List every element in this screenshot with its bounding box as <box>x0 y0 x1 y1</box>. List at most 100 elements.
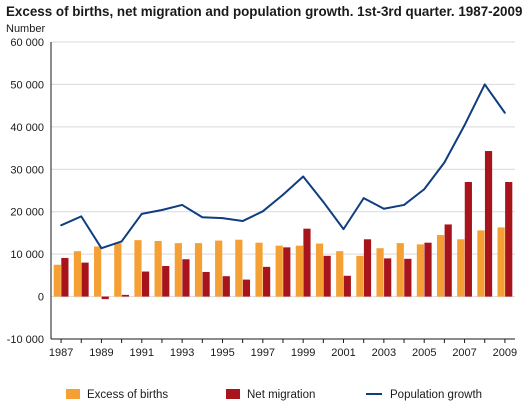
bar-net-migration-2006 <box>444 224 452 297</box>
bar-excess-of-births-1997 <box>255 242 263 297</box>
bar-net-migration-1988 <box>81 262 89 297</box>
point-population-growth-2001 <box>342 228 345 231</box>
y-axis-label: Number <box>6 23 45 35</box>
bar-excess-of-births-1993 <box>174 243 182 297</box>
y-tick-label: -10 000 <box>7 334 44 346</box>
point-population-growth-1988 <box>80 215 83 218</box>
bar-excess-of-births-2004 <box>396 243 404 297</box>
point-population-growth-1991 <box>140 212 143 215</box>
x-tick-label: 2003 <box>372 347 396 359</box>
bar-net-migration-1989 <box>101 296 109 300</box>
bar-excess-of-births-1994 <box>194 243 203 297</box>
legend-item-net-migration: Net migration <box>226 389 315 401</box>
bar-net-migration-1993 <box>182 259 190 297</box>
x-tick-label: 2005 <box>412 347 436 359</box>
y-tick-label: 40 000 <box>10 122 44 134</box>
point-population-growth-2008 <box>483 83 486 86</box>
x-tick-label: 1991 <box>130 347 154 359</box>
point-population-growth-2002 <box>362 197 365 200</box>
bar-net-migration-1995 <box>222 276 230 297</box>
bar-excess-of-births-2006 <box>436 235 445 297</box>
point-population-growth-1994 <box>201 216 204 219</box>
bar-net-migration-2005 <box>424 242 432 297</box>
bar-net-migration-2009 <box>505 182 513 297</box>
x-tick-label: 1995 <box>210 347 234 359</box>
bar-net-migration-1991 <box>141 271 150 297</box>
point-population-growth-2005 <box>423 188 426 191</box>
bar-excess-of-births-2000 <box>315 243 324 297</box>
bar-excess-of-births-2008 <box>477 230 485 297</box>
x-tick-label: 1989 <box>89 347 113 359</box>
bar-excess-of-births-1995 <box>215 240 223 297</box>
y-tick-label: 0 <box>38 292 44 304</box>
bar-excess-of-births-2001 <box>336 251 344 297</box>
x-tick-label: 1987 <box>49 347 73 359</box>
bar-net-migration-2002 <box>363 239 372 297</box>
legend-swatch-net-migration <box>226 389 240 399</box>
point-population-growth-2006 <box>443 161 446 164</box>
point-population-growth-2004 <box>403 204 405 206</box>
bar-excess-of-births-1999 <box>295 245 303 297</box>
bar-net-migration-1992 <box>162 266 170 297</box>
axes <box>50 42 515 343</box>
point-population-growth-1993 <box>181 204 184 206</box>
point-population-growth-1996 <box>241 220 244 222</box>
point-population-growth-2007 <box>463 124 466 127</box>
legend-item-excess-of-births: Excess of births <box>66 389 168 401</box>
bar-net-migration-2003 <box>384 258 392 297</box>
point-population-growth-2000 <box>322 201 325 203</box>
point-population-growth-1990 <box>120 240 123 243</box>
point-population-growth-2009 <box>504 111 506 114</box>
bar-net-migration-2001 <box>343 275 351 297</box>
y-tick-label: 50 000 <box>10 79 44 91</box>
point-population-growth-1999 <box>302 175 305 178</box>
point-population-growth-1997 <box>261 210 264 213</box>
bar-net-migration-2000 <box>323 255 331 297</box>
bar-excess-of-births-1990 <box>114 243 122 297</box>
bar-net-migration-1994 <box>202 271 210 297</box>
legend-swatch-excess-of-births <box>66 389 80 399</box>
x-tick-label: 2009 <box>493 347 517 359</box>
bar-excess-of-births-1991 <box>134 240 142 297</box>
bar-excess-of-births-1989 <box>94 246 102 297</box>
legend-label-population-growth: Population growth <box>390 389 482 401</box>
x-tick-label: 2007 <box>452 347 476 359</box>
y-tick-label: 10 000 <box>10 249 44 261</box>
point-population-growth-1987 <box>60 224 62 227</box>
y-axis-tick-labels: -10 000 0 10 000 20 000 30 000 40 000 50 000 60… <box>7 37 44 346</box>
x-tick-label: 1999 <box>291 347 315 359</box>
bar-net-migration-1990 <box>121 294 130 297</box>
bar-net-migration-1999 <box>303 228 311 297</box>
y-tick-label: 60 000 <box>10 37 44 49</box>
bar-excess-of-births-2007 <box>457 239 465 297</box>
legend: Excess of births Net migration Populatio… <box>66 389 482 401</box>
x-tick-label: 1997 <box>251 347 275 359</box>
bar-excess-of-births-2005 <box>416 244 425 297</box>
bar-excess-of-births-1992 <box>154 240 162 297</box>
bar-net-migration-1987 <box>61 257 69 297</box>
population-growth-line-layer <box>60 83 506 250</box>
legend-item-population-growth: Population growth <box>366 389 482 401</box>
bar-excess-of-births-1988 <box>73 251 82 297</box>
series-line-population-growth <box>60 83 506 250</box>
bar-excess-of-births-1987 <box>53 264 61 297</box>
bar-net-migration-2004 <box>404 258 412 297</box>
x-tick-label: 1993 <box>170 347 194 359</box>
y-tick-label: 20 000 <box>10 207 44 219</box>
bars <box>53 151 513 300</box>
bar-net-migration-1996 <box>242 279 251 297</box>
bar-net-migration-1997 <box>263 266 271 297</box>
bar-net-migration-2007 <box>464 182 472 297</box>
point-population-growth-1989 <box>100 247 103 250</box>
point-population-growth-1998 <box>282 193 284 196</box>
legend-label-excess-of-births: Excess of births <box>87 389 168 401</box>
bar-net-migration-2008 <box>484 151 493 297</box>
bar-excess-of-births-2002 <box>356 255 364 297</box>
point-population-growth-2003 <box>382 207 385 210</box>
bar-excess-of-births-1998 <box>275 245 283 297</box>
legend-label-net-migration: Net migration <box>247 389 315 401</box>
bar-excess-of-births-2009 <box>497 227 505 297</box>
point-population-growth-1992 <box>161 209 163 211</box>
x-tick-label: 2001 <box>331 347 355 359</box>
